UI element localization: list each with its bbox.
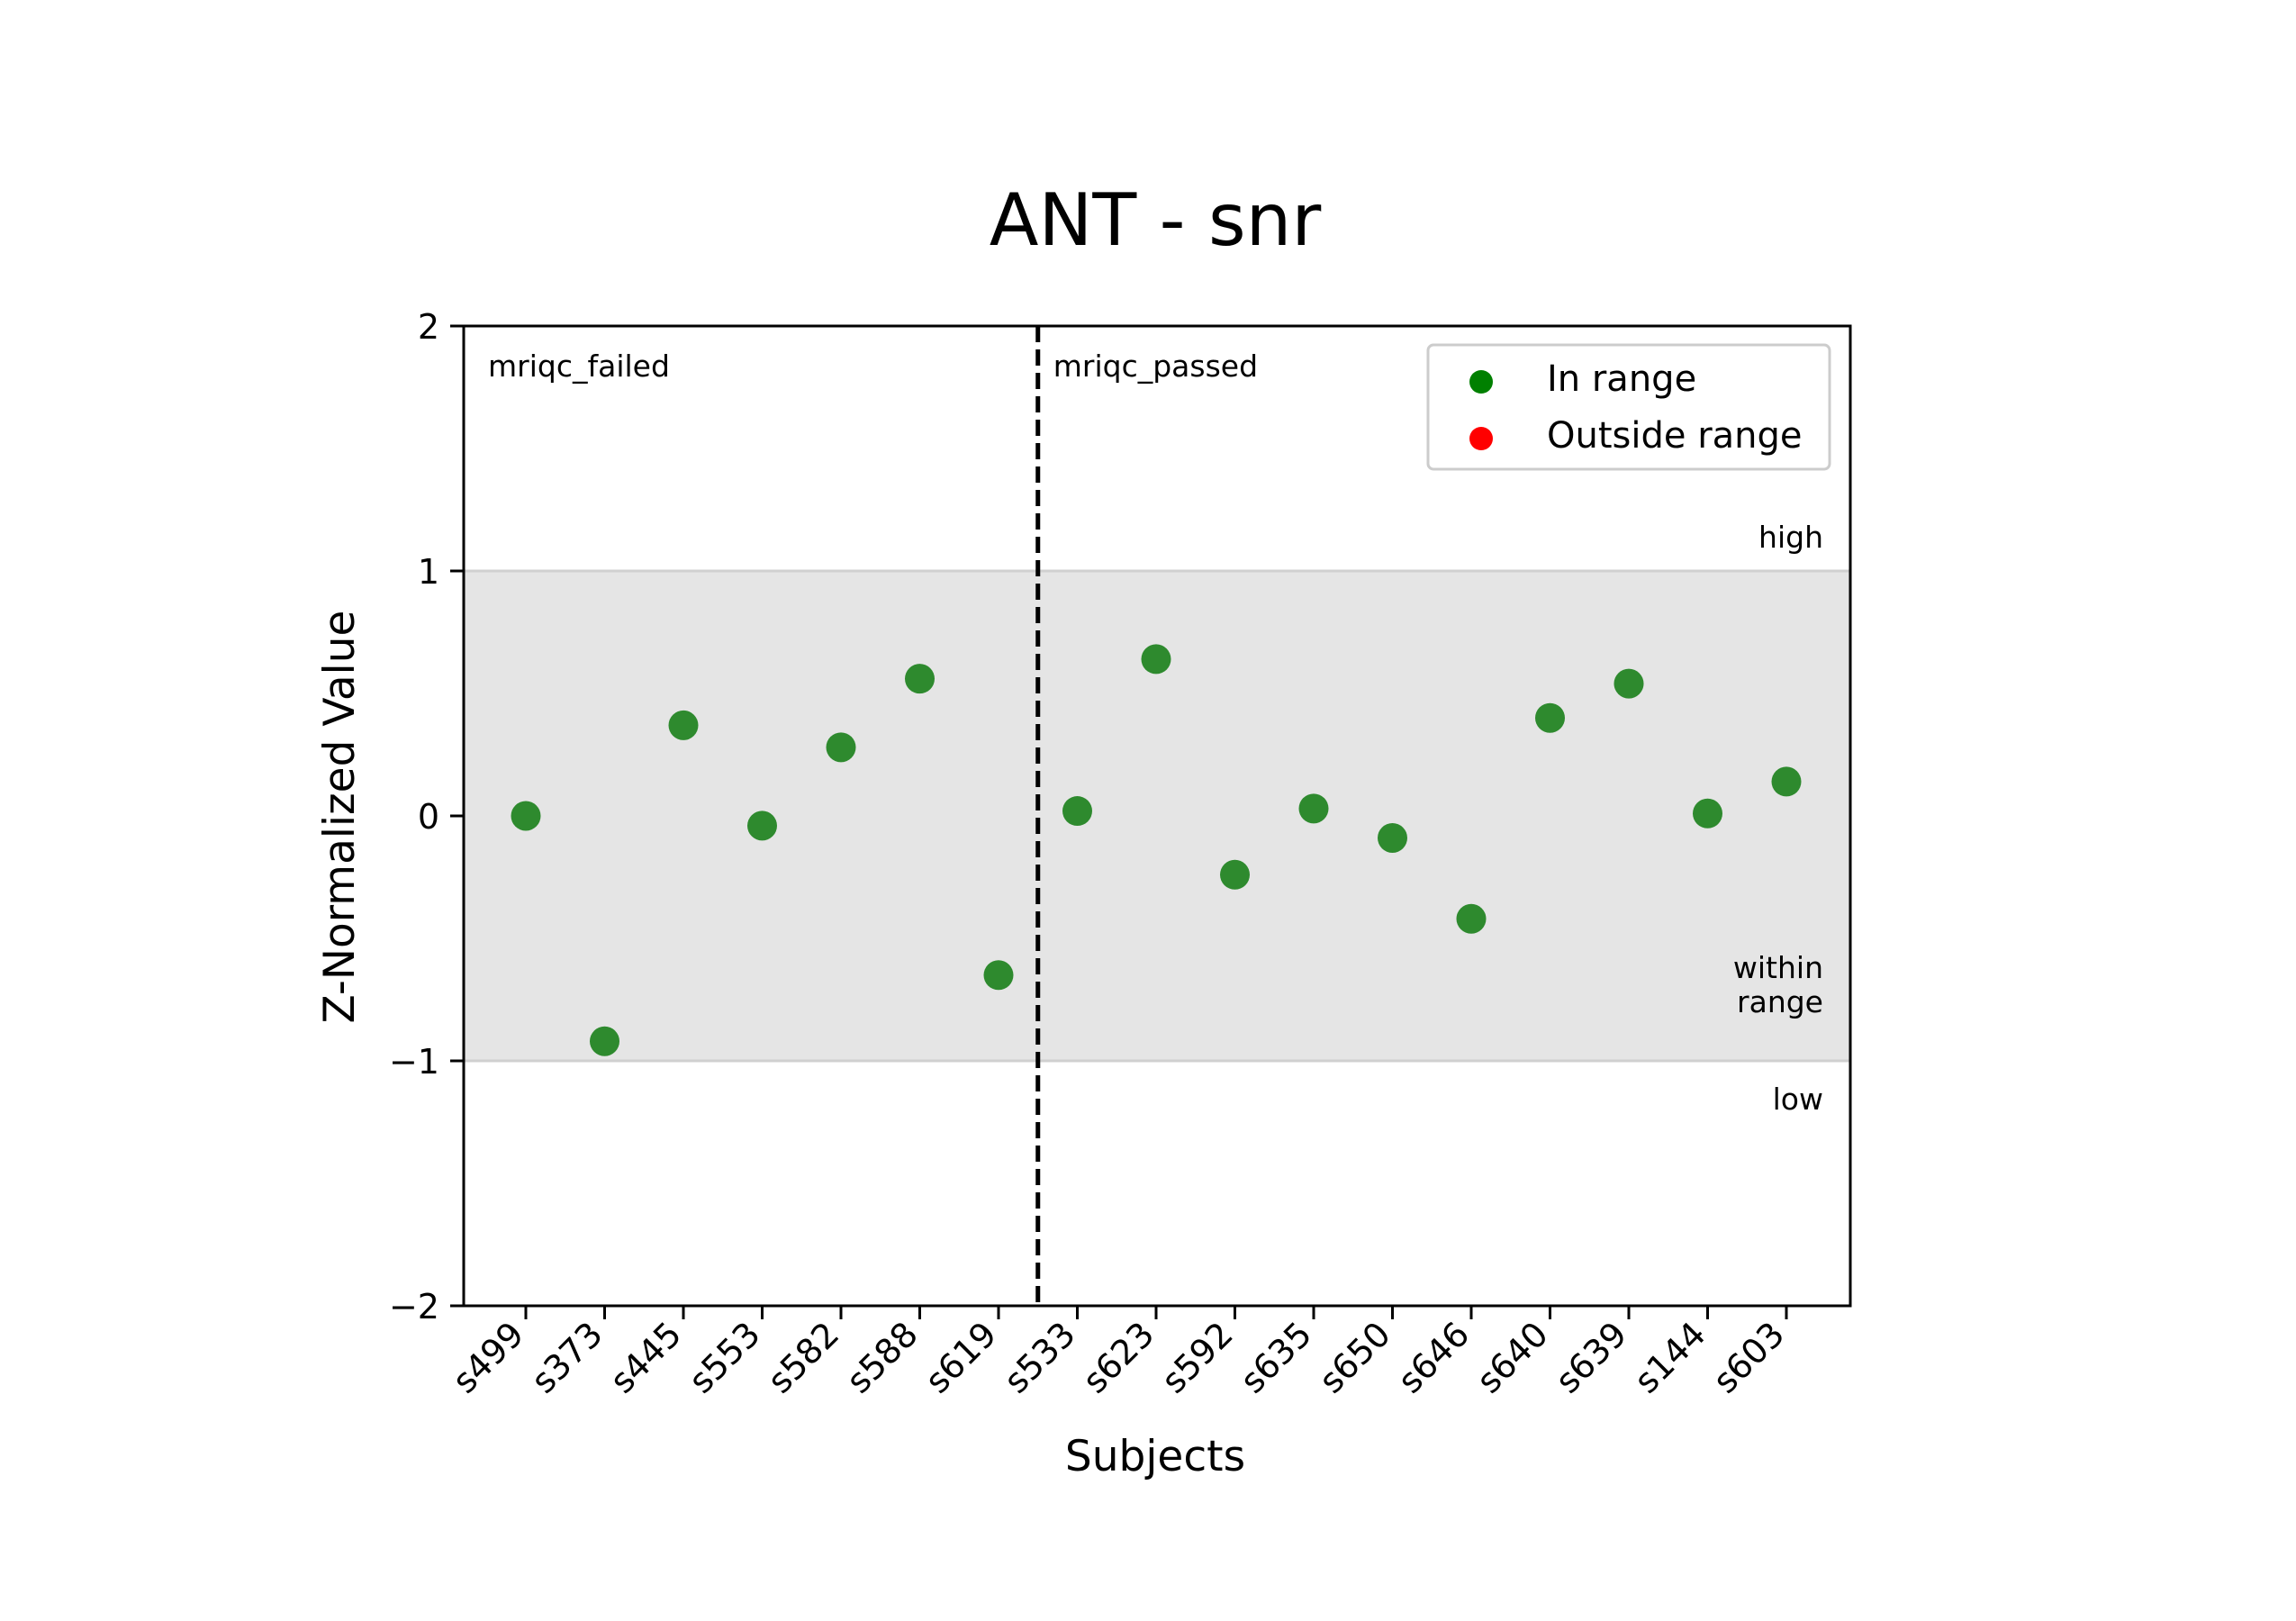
legend-label-in-range: In range xyxy=(1547,358,1696,400)
legend-swatch-outside-range xyxy=(1469,427,1493,450)
x-tick-label: s635 xyxy=(1233,1314,1319,1400)
data-point xyxy=(1220,859,1250,890)
y-tick-label: 2 xyxy=(418,307,439,347)
x-tick-label: s603 xyxy=(1705,1314,1792,1400)
y-tick-label: 1 xyxy=(418,552,439,592)
x-tick-label: s582 xyxy=(760,1314,846,1400)
x-tick-label: s588 xyxy=(838,1314,925,1400)
data-point xyxy=(826,732,856,763)
data-point xyxy=(1693,798,1722,829)
x-tick-label: s373 xyxy=(523,1314,610,1400)
x-tick-label: s623 xyxy=(1075,1314,1162,1400)
data-point xyxy=(983,960,1014,991)
legend-swatch-in-range xyxy=(1469,370,1493,394)
band-label-within: range xyxy=(1737,984,1823,1019)
x-tick-label: s640 xyxy=(1469,1314,1555,1400)
data-point xyxy=(511,801,541,831)
legend-label-outside-range: Outside range xyxy=(1547,415,1803,457)
x-tick-label: s619 xyxy=(917,1314,1004,1400)
band-label-high: high xyxy=(1758,520,1823,555)
data-point xyxy=(905,664,935,694)
data-point xyxy=(1456,903,1487,934)
data-point xyxy=(747,810,777,841)
x-tick-label: s533 xyxy=(996,1314,1082,1400)
y-tick-label: 0 xyxy=(418,797,439,837)
band-label-within: within xyxy=(1733,950,1823,985)
data-point xyxy=(1141,644,1171,675)
y-tick-label: −2 xyxy=(389,1287,439,1327)
y-axis-label: Z-Normalized Value xyxy=(315,611,365,1024)
data-point xyxy=(1062,796,1092,827)
data-point xyxy=(1771,766,1802,797)
data-point xyxy=(590,1026,619,1056)
data-point xyxy=(668,710,699,740)
group-label-failed: mriqc_failed xyxy=(488,349,670,384)
chart-title: ANT - snr xyxy=(990,178,1322,262)
x-axis-label: Subjects xyxy=(1065,1432,1245,1481)
band-label-low: low xyxy=(1773,1082,1823,1117)
x-tick-label: s144 xyxy=(1626,1314,1713,1400)
legend: In range Outside range xyxy=(1426,343,1831,471)
data-point xyxy=(1535,702,1565,733)
y-tick-label: −1 xyxy=(389,1042,439,1082)
x-tick-label: s499 xyxy=(445,1314,531,1400)
data-point xyxy=(1614,668,1644,699)
x-tick-label: s639 xyxy=(1548,1314,1634,1400)
x-tick-label: s646 xyxy=(1390,1314,1477,1400)
x-tick-label: s592 xyxy=(1153,1314,1240,1400)
x-tick-label: s553 xyxy=(681,1314,767,1400)
x-tick-label: s650 xyxy=(1311,1314,1397,1400)
x-tick-label: s445 xyxy=(602,1314,689,1400)
group-label-passed: mriqc_passed xyxy=(1053,349,1258,384)
legend-box xyxy=(1426,343,1831,471)
data-point xyxy=(1378,822,1407,853)
data-point xyxy=(1298,793,1329,824)
